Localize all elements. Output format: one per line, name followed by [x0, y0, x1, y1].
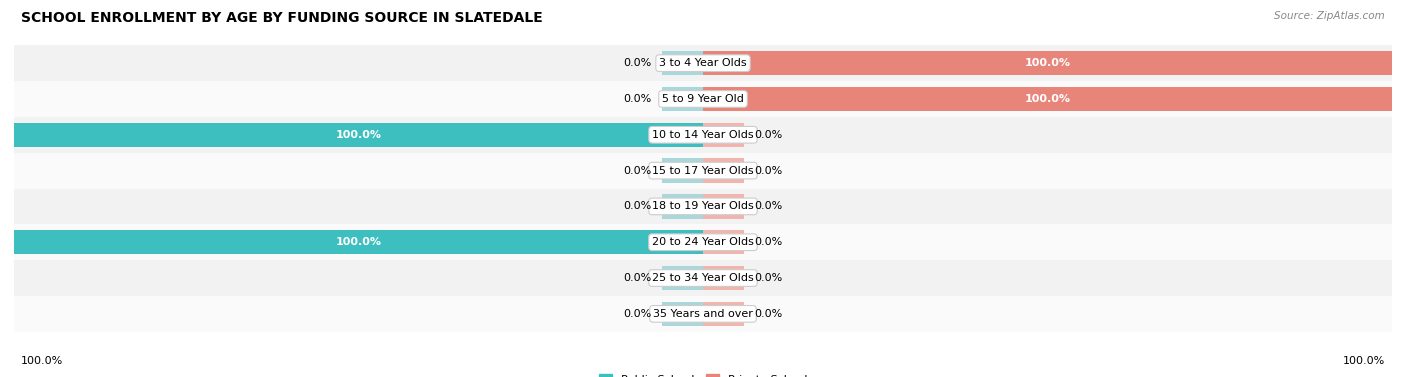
Text: 15 to 17 Year Olds: 15 to 17 Year Olds	[652, 166, 754, 176]
Text: 20 to 24 Year Olds: 20 to 24 Year Olds	[652, 237, 754, 247]
Text: 100.0%: 100.0%	[1025, 94, 1070, 104]
Bar	[662, 87, 703, 111]
Legend: Public School, Private School: Public School, Private School	[595, 370, 811, 377]
Bar	[14, 81, 1392, 117]
Bar	[662, 51, 703, 75]
Bar	[703, 194, 744, 219]
Bar	[703, 266, 744, 290]
Text: 0.0%: 0.0%	[623, 58, 651, 68]
Bar	[14, 123, 703, 147]
Text: 5 to 9 Year Old: 5 to 9 Year Old	[662, 94, 744, 104]
Text: SCHOOL ENROLLMENT BY AGE BY FUNDING SOURCE IN SLATEDALE: SCHOOL ENROLLMENT BY AGE BY FUNDING SOUR…	[21, 11, 543, 25]
Bar	[14, 230, 703, 254]
Text: 100.0%: 100.0%	[1025, 58, 1070, 68]
Bar	[14, 45, 1392, 81]
Text: 35 Years and over: 35 Years and over	[652, 309, 754, 319]
Text: Source: ZipAtlas.com: Source: ZipAtlas.com	[1274, 11, 1385, 21]
Bar	[662, 302, 703, 326]
Text: 0.0%: 0.0%	[755, 166, 783, 176]
Text: 0.0%: 0.0%	[755, 309, 783, 319]
Bar	[14, 230, 703, 254]
Text: 100.0%: 100.0%	[21, 356, 63, 366]
Bar	[662, 158, 703, 183]
Text: 3 to 4 Year Olds: 3 to 4 Year Olds	[659, 58, 747, 68]
Text: 0.0%: 0.0%	[623, 166, 651, 176]
Text: 0.0%: 0.0%	[623, 273, 651, 283]
Bar	[703, 51, 1392, 75]
Bar	[703, 51, 1392, 75]
Text: 0.0%: 0.0%	[623, 309, 651, 319]
Bar	[703, 123, 744, 147]
Bar	[14, 153, 1392, 188]
Text: 0.0%: 0.0%	[755, 201, 783, 211]
Text: 0.0%: 0.0%	[755, 237, 783, 247]
Text: 100.0%: 100.0%	[336, 237, 381, 247]
Bar	[14, 123, 703, 147]
Bar	[703, 87, 1392, 111]
Text: 100.0%: 100.0%	[336, 130, 381, 140]
Text: 100.0%: 100.0%	[1343, 356, 1385, 366]
Text: 0.0%: 0.0%	[755, 273, 783, 283]
Bar	[662, 266, 703, 290]
Bar	[14, 260, 1392, 296]
Bar	[14, 296, 1392, 332]
Bar	[703, 302, 744, 326]
Text: 25 to 34 Year Olds: 25 to 34 Year Olds	[652, 273, 754, 283]
Bar	[703, 230, 744, 254]
Text: 0.0%: 0.0%	[623, 94, 651, 104]
Text: 18 to 19 Year Olds: 18 to 19 Year Olds	[652, 201, 754, 211]
Bar	[662, 194, 703, 219]
Bar	[703, 158, 744, 183]
Text: 10 to 14 Year Olds: 10 to 14 Year Olds	[652, 130, 754, 140]
Bar	[14, 188, 1392, 224]
Bar	[14, 224, 1392, 260]
Bar	[14, 117, 1392, 153]
Text: 0.0%: 0.0%	[623, 201, 651, 211]
Text: 0.0%: 0.0%	[755, 130, 783, 140]
Bar	[703, 87, 1392, 111]
